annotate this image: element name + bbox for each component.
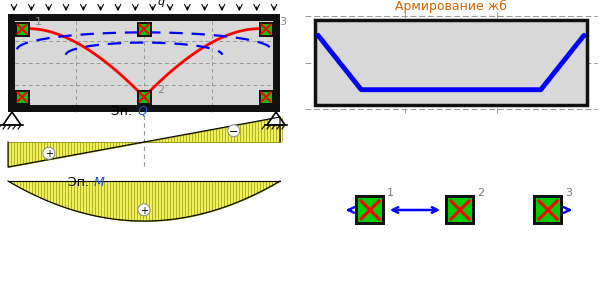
Bar <box>355 195 385 225</box>
Text: 3: 3 <box>279 17 286 27</box>
Bar <box>315 20 587 105</box>
Bar <box>260 23 271 34</box>
Bar <box>137 21 151 36</box>
Text: +: + <box>140 206 148 216</box>
Bar <box>273 14 280 112</box>
Bar <box>14 21 29 36</box>
Circle shape <box>138 204 150 216</box>
Bar <box>17 91 28 102</box>
Bar <box>358 198 382 222</box>
Bar <box>139 91 149 102</box>
Bar <box>445 195 475 225</box>
Bar <box>14 89 29 105</box>
Text: 1: 1 <box>387 188 394 198</box>
Bar <box>536 198 560 222</box>
Polygon shape <box>267 112 285 125</box>
Text: Q: Q <box>137 105 147 118</box>
Bar <box>15 21 273 105</box>
Bar <box>259 21 274 36</box>
Bar <box>533 195 563 225</box>
Text: 3: 3 <box>565 188 572 198</box>
Text: Армирование жб: Армирование жб <box>395 0 507 13</box>
Bar <box>448 198 472 222</box>
Bar <box>17 23 28 34</box>
Text: 1: 1 <box>35 17 42 27</box>
Text: 2: 2 <box>477 188 484 198</box>
Bar <box>260 91 271 102</box>
Bar <box>8 14 15 112</box>
Bar <box>8 105 280 112</box>
Circle shape <box>43 147 55 159</box>
Text: М: М <box>94 176 104 189</box>
Bar <box>139 23 149 34</box>
Bar <box>137 89 151 105</box>
Bar <box>8 14 280 21</box>
Text: q: q <box>158 0 165 7</box>
Circle shape <box>228 125 240 137</box>
Text: Эп.: Эп. <box>112 105 136 118</box>
Polygon shape <box>3 112 21 125</box>
Text: +: + <box>45 149 53 159</box>
Text: 2: 2 <box>157 85 164 95</box>
Text: Эп.: Эп. <box>68 176 93 189</box>
Text: −: − <box>229 127 238 137</box>
Bar <box>259 89 274 105</box>
